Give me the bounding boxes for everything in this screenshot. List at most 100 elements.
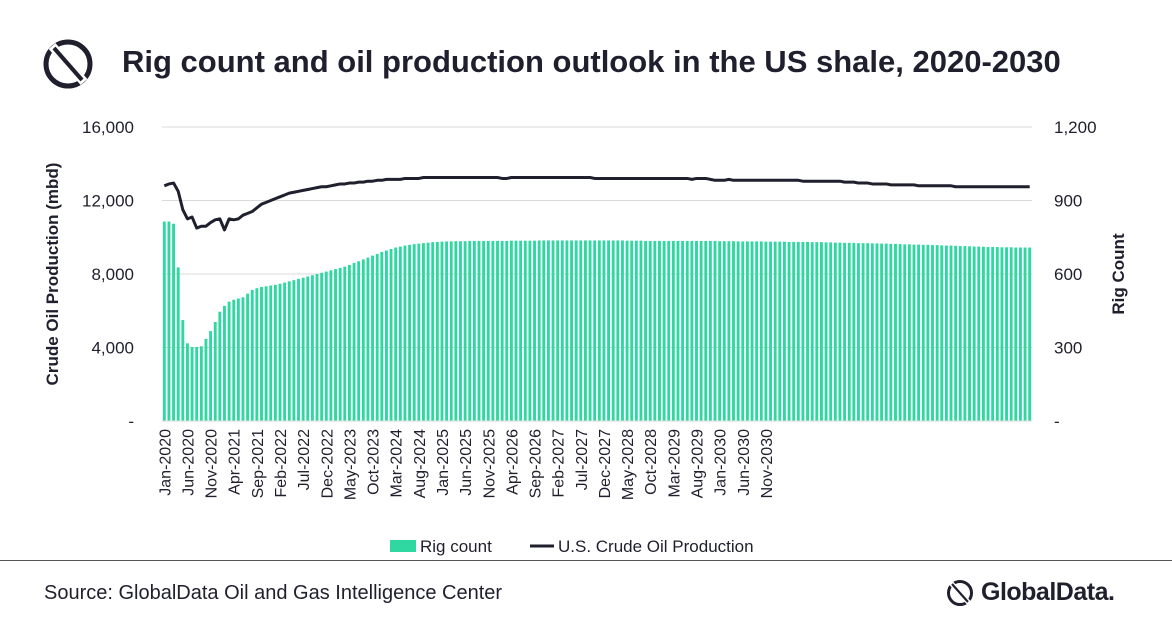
x-tick-label: Sep-2026 [528,429,545,498]
rig-count-bar [597,240,601,421]
rig-count-bar [320,272,324,421]
rig-count-bar [352,262,356,421]
rig-count-bar [685,240,689,421]
rig-count-bar [176,267,180,421]
rig-count-bar [190,347,194,421]
rig-count-bar [898,244,902,421]
rig-count-bar [625,240,629,421]
rig-count-bar [833,242,837,421]
rig-count-bar [736,241,740,421]
rig-count-bar [616,240,620,421]
x-tick-label: Feb-2022 [273,429,290,498]
rig-count-bar [241,297,245,421]
rig-count-bar [500,240,504,421]
legend-rig-count-label: Rig count [420,537,492,556]
rig-count-bar [315,274,319,421]
header: Rig count and oil production outlook in … [0,0,1172,110]
rig-count-bar [926,244,930,421]
rig-count-bar [611,240,615,421]
rig-count-bar [162,221,166,421]
rig-count-bar [468,240,472,421]
rig-count-bar [755,241,759,421]
rig-count-bar [1018,247,1022,421]
rig-count-bar [778,241,782,421]
rig-count-bar [782,241,786,421]
rig-count-bar [857,243,860,421]
rig-count-bar [389,249,393,421]
rig-count-bar [662,240,666,421]
rig-count-bar [880,243,884,421]
rig-count-bar [861,243,865,421]
chart-area: - - 4,000 300 8,000 600 12,000 900 16,000 1,200 Cr… [0,110,1172,560]
rig-count-bar [167,221,171,421]
x-tick-label: Jan-2030 [713,429,730,496]
x-tick-label: Mar-2024 [389,429,406,498]
rig-count-bar [186,343,189,421]
rig-count-bar [991,247,995,421]
rig-count-bar [963,246,967,421]
rig-count-bar [223,305,226,421]
rig-count-bar [408,244,412,421]
rig-count-bar [422,243,425,421]
rig-count-bar [801,241,805,421]
rig-count-bar [764,241,768,421]
rig-count-bar [806,241,809,421]
rig-count-bar [486,240,490,421]
rig-count-bar [894,243,897,421]
rig-count-bar [593,240,597,421]
y-right-axis-title: Rig Count [1109,233,1128,315]
rig-count-bar [602,240,606,421]
rig-count-bar [463,241,467,421]
brand-logo-icon [947,580,973,606]
rig-count-bar [375,253,379,421]
rig-count-bar [944,245,948,421]
x-tick-label: Nov-2020 [204,429,221,498]
rig-count-bar [634,240,638,421]
rig-count-bar [398,246,402,421]
rig-count-bar [292,280,296,421]
y-right-tick-label: - [1054,412,1060,431]
rig-count-bar [172,223,176,421]
x-tick-label: Jul-2027 [574,429,591,490]
rig-count-bar [949,245,953,421]
rig-count-bar [866,243,870,421]
rig-count-bar [385,250,388,421]
combo-chart: - - 4,000 300 8,000 600 12,000 900 16,000 1,200 Cr… [43,118,1128,556]
y-left-tick-label: 4,000 [91,339,134,358]
rig-count-bar [690,240,694,421]
rig-count-bar [921,244,925,421]
rig-count-bar [852,242,856,421]
rig-count-bar [1023,247,1027,421]
rig-count-bar [667,240,671,421]
rig-count-bar [727,241,731,421]
rig-count-bar [287,281,291,421]
rig-count-bar [260,286,263,421]
rig-count-bar [639,240,643,421]
rig-count-bar [981,246,985,421]
rig-count-bar [556,240,560,421]
rig-count-bar [343,266,347,421]
rig-count-bar [357,261,361,421]
rig-count-bar [204,338,208,421]
crude-oil-production-line [163,176,1030,232]
rig-count-bar [255,288,259,421]
rig-count-bar [236,298,240,421]
rig-count-bar [713,240,717,421]
rig-count-bar [699,240,703,421]
y-left-tick-label: 16,000 [82,118,134,137]
rig-count-bar [838,242,842,421]
rig-count-bar [213,322,217,421]
legend-production-label: U.S. Crude Oil Production [558,537,754,556]
rig-count-bar [579,240,583,421]
rig-count-bar [787,241,791,421]
rig-count-bar [940,245,944,421]
rig-count-bar [199,346,203,421]
rig-count-bar [347,264,351,421]
rig-count-bar [829,242,833,421]
rig-count-bar [560,240,564,421]
rig-count-bar [227,301,231,421]
rig-count-bar [232,299,236,421]
x-tick-label: Jun-2030 [736,429,753,496]
rig-count-bar [195,347,199,421]
rig-count-bar [995,247,999,421]
